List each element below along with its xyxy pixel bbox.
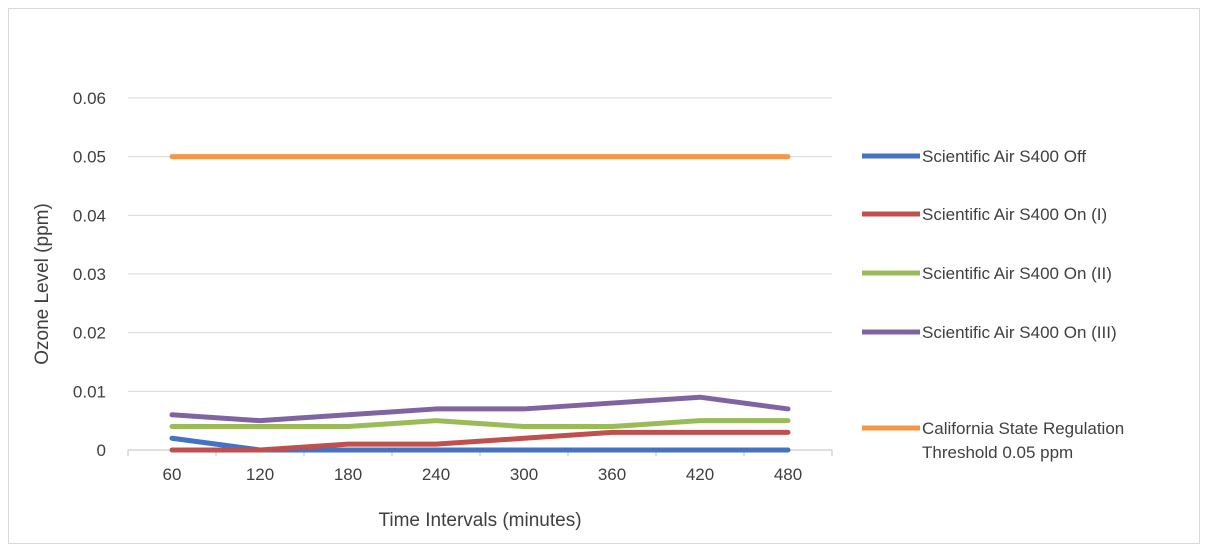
y-tick-label: 0.05 (73, 148, 106, 167)
x-tick-label: 480 (774, 465, 802, 484)
legend-label: California State Regulation Threshold 0.0… (922, 419, 1124, 462)
legend: Scientific Air S400 Off Scientific Air S4… (862, 147, 1124, 462)
chart-area (8, 8, 1200, 544)
x-tick-label: 360 (598, 465, 626, 484)
y-tick-label: 0.03 (73, 265, 106, 284)
series-lines (169, 154, 791, 453)
y-tick-label: 0.04 (73, 206, 106, 225)
gridlines (128, 97, 832, 451)
legend-label: Scientific Air S400 On (II) (922, 264, 1112, 283)
legend-label-line: Threshold 0.05 ppm (922, 443, 1073, 462)
x-tick-label: 420 (686, 465, 714, 484)
x-tick-label: 60 (163, 465, 182, 484)
legend-label: Scientific Air S400 Off (922, 147, 1086, 166)
legend-label-line: California State Regulation (922, 419, 1124, 438)
y-tick-label: 0.02 (73, 324, 106, 343)
x-tick-label: 240 (422, 465, 450, 484)
x-tick-label: 180 (334, 465, 362, 484)
y-axis-title: Ozone Level (ppm) (32, 203, 53, 365)
series-line (169, 394, 791, 424)
y-axis-ticks: 0 0.01 0.02 0.03 0.04 0.05 0.06 (73, 89, 106, 460)
series-line (169, 418, 791, 430)
x-tick-label: 300 (510, 465, 538, 484)
series-line (169, 429, 791, 453)
y-tick-label: 0 (97, 441, 106, 460)
y-tick-label: 0.06 (73, 89, 106, 108)
x-axis-ticks: 60 120 180 240 300 360 420 480 (127, 450, 833, 484)
legend-label: Scientific Air S400 On (I) (922, 205, 1107, 224)
y-tick-label: 0.01 (73, 382, 106, 401)
x-axis-title: Time Intervals (minutes) (378, 510, 581, 531)
legend-label: Scientific Air S400 On (III) (922, 323, 1117, 342)
x-tick-label: 120 (246, 465, 274, 484)
